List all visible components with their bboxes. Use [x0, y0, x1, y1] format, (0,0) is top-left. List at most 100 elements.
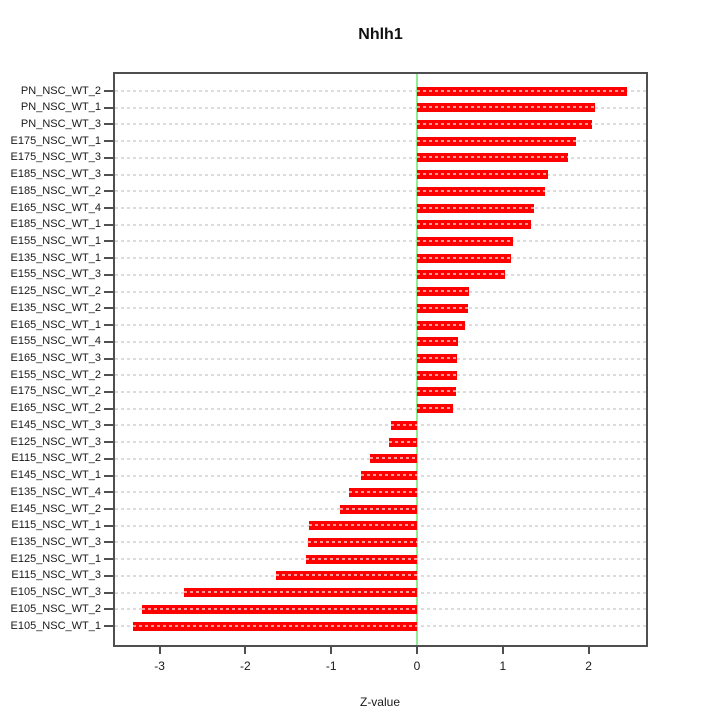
x-axis-tick-label: -3: [154, 659, 165, 673]
bar: [417, 119, 593, 129]
x-axis-tick: [416, 647, 418, 654]
bar: [276, 571, 417, 581]
bar-dash-pattern: [306, 557, 417, 560]
bar-dash-pattern: [369, 457, 417, 460]
y-axis-category-label: E105_NSC_WT_2: [10, 602, 102, 615]
y-axis-category-label: E145_NSC_WT_1: [10, 469, 102, 482]
gridline: [115, 106, 646, 109]
bar: [306, 554, 417, 564]
gridline: [115, 407, 646, 410]
y-axis-tick: [104, 240, 113, 243]
y-axis-category-label: E185_NSC_WT_2: [10, 184, 102, 197]
bar: [308, 521, 417, 531]
y-axis-tick: [104, 608, 113, 611]
y-axis-tick: [104, 508, 113, 510]
y-axis-tick: [104, 123, 113, 126]
bar: [417, 387, 456, 397]
y-axis-category-label: E175_NSC_WT_2: [10, 385, 102, 398]
x-axis-tick: [501, 647, 504, 654]
bar: [417, 170, 549, 180]
bar: [417, 320, 466, 330]
bar-dash-pattern: [339, 507, 417, 510]
y-axis-tick: [104, 625, 113, 628]
y-axis-tick: [104, 140, 113, 143]
bar-dash-pattern: [417, 156, 568, 159]
y-axis-tick: [104, 541, 113, 544]
y-axis-tick: [104, 257, 113, 260]
bar-dash-pattern: [417, 139, 576, 142]
gridline: [115, 207, 646, 210]
y-axis-category-label: E175_NSC_WT_1: [10, 134, 102, 147]
y-axis-category-label: E125_NSC_WT_1: [10, 552, 102, 565]
gridline: [115, 90, 646, 92]
bar-dash-pattern: [349, 490, 417, 493]
x-axis-tick-label: 0: [413, 659, 421, 673]
y-axis-category-label: E115_NSC_WT_3: [11, 569, 101, 582]
bar-dash-pattern: [276, 574, 417, 577]
gridline: [115, 156, 646, 159]
bar: [417, 236, 514, 246]
y-axis-category-label: E165_NSC_WT_4: [10, 201, 102, 214]
bar-dash-pattern: [142, 607, 417, 610]
bar-dash-pattern: [417, 223, 532, 226]
bar: [133, 621, 417, 631]
bar-dash-pattern: [391, 423, 417, 426]
gridline: [115, 240, 646, 243]
x-axis-tick: [244, 647, 247, 654]
gridline: [115, 257, 646, 260]
bar: [417, 203, 534, 213]
y-axis-tick: [104, 190, 113, 193]
gridline: [115, 273, 646, 276]
bar-dash-pattern: [417, 239, 514, 242]
gridline: [115, 190, 646, 193]
y-axis-tick: [104, 524, 113, 527]
y-axis-tick: [104, 207, 113, 210]
bar-dash-pattern: [417, 106, 596, 109]
bar: [417, 270, 506, 280]
gridline: [115, 424, 646, 427]
bar: [417, 186, 545, 196]
x-axis-tick-label: -2: [240, 659, 251, 673]
x-axis-tick: [330, 647, 333, 654]
bar-dash-pattern: [308, 540, 417, 543]
y-axis-category-label: E105_NSC_WT_1: [10, 619, 102, 632]
y-axis-tick: [104, 106, 113, 109]
bar-dash-pattern: [388, 440, 417, 443]
y-axis-tick: [104, 558, 113, 561]
gridline: [115, 140, 646, 143]
bar: [417, 287, 470, 297]
y-axis-tick: [104, 591, 113, 594]
gridline: [115, 223, 646, 226]
y-axis-tick: [104, 457, 113, 460]
bar-dash-pattern: [417, 273, 506, 276]
y-axis-category-label: E135_NSC_WT_3: [10, 535, 102, 548]
x-axis-label: Z-value: [359, 695, 400, 709]
y-axis-tick: [104, 390, 113, 393]
y-axis-tick: [104, 474, 113, 477]
y-axis-category-label: E145_NSC_WT_3: [10, 418, 102, 431]
y-axis-tick: [104, 574, 113, 577]
y-axis-category-label: E125_NSC_WT_2: [10, 285, 102, 298]
bar: [391, 420, 417, 430]
bar-dash-pattern: [417, 89, 628, 92]
y-axis-category-label: E165_NSC_WT_1: [10, 318, 102, 331]
y-axis-category-label: E175_NSC_WT_3: [10, 151, 102, 164]
gridline: [115, 441, 646, 444]
y-axis-category-label: E165_NSC_WT_2: [10, 402, 102, 415]
y-axis-tick: [104, 307, 113, 310]
bar-dash-pattern: [417, 173, 549, 176]
y-axis-tick: [104, 156, 113, 159]
bar-dash-pattern: [417, 206, 534, 209]
y-axis-tick: [104, 491, 113, 494]
bar-dash-pattern: [417, 189, 545, 192]
y-axis-tick: [104, 374, 113, 377]
y-axis-category-label: E155_NSC_WT_4: [10, 335, 102, 348]
y-axis-category-label: PN_NSC_WT_1: [20, 101, 101, 114]
gridline: [115, 290, 646, 293]
bar: [417, 303, 469, 313]
y-axis-category-label: E115_NSC_WT_1: [11, 519, 101, 532]
y-axis-category-label: E185_NSC_WT_3: [10, 168, 102, 181]
y-axis-tick: [104, 357, 113, 360]
x-axis-tick-label: -1: [325, 659, 337, 673]
